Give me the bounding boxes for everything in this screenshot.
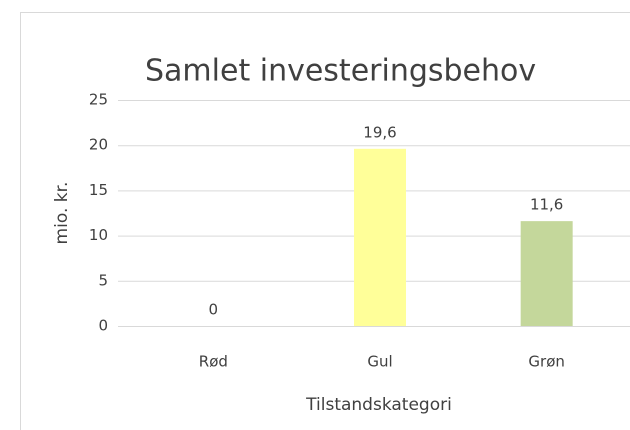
y-tick-label: 15 [89, 181, 108, 199]
value-label: 11,6 [530, 196, 563, 214]
value-label: 0 [209, 301, 219, 319]
value-label: 19,6 [363, 123, 396, 141]
x-tick-label: Gul [367, 353, 392, 371]
chart-frame [20, 12, 630, 430]
y-tick-label: 10 [89, 226, 108, 244]
x-axis-label: Tilstandskategori [305, 395, 452, 415]
y-tick-label: 25 [89, 91, 108, 109]
x-tick-label: Rød [199, 353, 228, 371]
bar [354, 148, 406, 326]
y-axis-label: mio. kr. [52, 182, 72, 245]
y-tick-label: 0 [98, 317, 108, 335]
y-tick-label: 5 [98, 271, 108, 289]
chart-title: Samlet investeringsbehov [145, 54, 536, 89]
bar [520, 221, 573, 326]
x-tick-label: Grøn [528, 353, 564, 371]
y-tick-label: 20 [89, 136, 108, 154]
